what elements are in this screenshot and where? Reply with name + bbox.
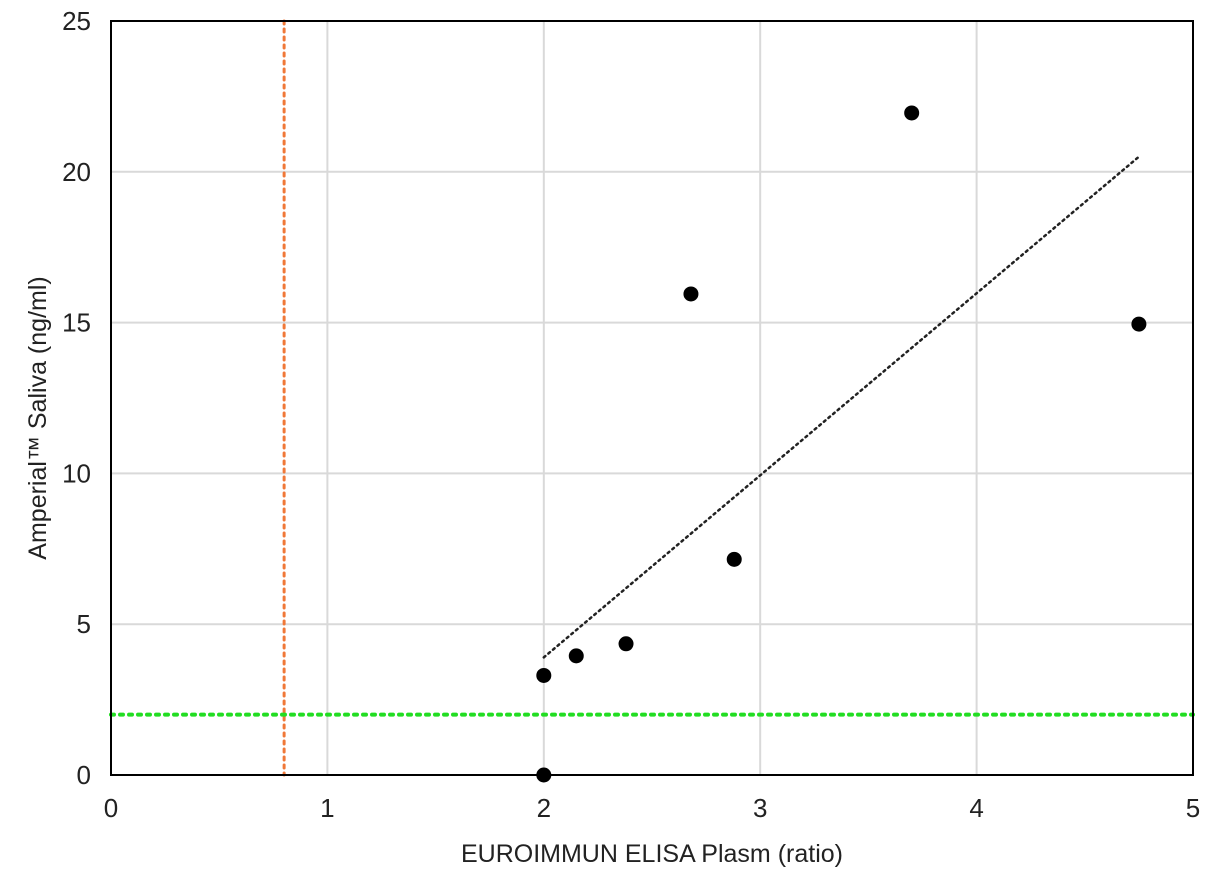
x-tick-label: 3	[753, 793, 767, 823]
x-tick-label: 1	[320, 793, 334, 823]
data-point	[618, 636, 634, 652]
grid-lines	[110, 20, 1194, 776]
trendline	[542, 155, 1141, 659]
data-point	[726, 551, 742, 567]
x-tick-label: 0	[104, 793, 118, 823]
data-point	[904, 105, 920, 121]
data-point	[683, 286, 699, 302]
x-tick-label: 2	[537, 793, 551, 823]
reference-lines	[109, 19, 1195, 777]
data-point	[536, 667, 552, 683]
x-axis-label: EUROIMMUN ELISA Plasm (ratio)	[461, 840, 843, 868]
y-axis-ticks: 0 5 10 15 20 25	[62, 6, 91, 790]
y-tick-label: 0	[77, 760, 91, 790]
plot-area-frame	[110, 20, 1194, 776]
data-point	[1131, 316, 1147, 332]
x-tick-label: 5	[1186, 793, 1200, 823]
y-axis-label: Amperial™ Saliva (ng/ml)	[24, 276, 52, 559]
x-tick-label: 4	[969, 793, 983, 823]
trendline-group	[542, 155, 1141, 659]
data-point	[536, 767, 552, 783]
y-tick-label: 10	[62, 458, 91, 488]
data-point	[568, 648, 584, 664]
data-points	[536, 105, 1147, 783]
x-axis-ticks: 0 1 2 3 4 5	[104, 793, 1200, 823]
y-tick-label: 15	[62, 308, 91, 338]
y-tick-label: 25	[62, 6, 91, 36]
y-tick-label: 5	[77, 609, 91, 639]
y-tick-label: 20	[62, 157, 91, 187]
